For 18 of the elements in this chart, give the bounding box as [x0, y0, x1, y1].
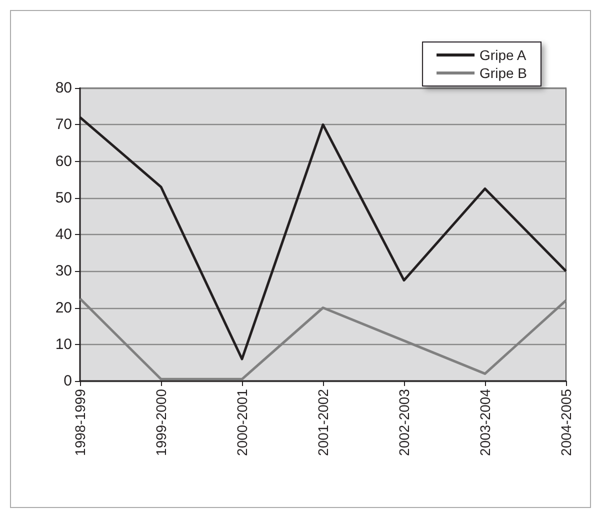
y-tick-label: 80 — [55, 80, 72, 96]
y-tick-label: 30 — [55, 262, 72, 280]
y-tick-label: 20 — [55, 299, 72, 316]
legend-label: Gripe A — [480, 47, 527, 63]
y-tick-label: 60 — [55, 152, 72, 170]
x-tick-label: 2001-2002 — [315, 388, 331, 456]
y-tick-label: 0 — [64, 372, 72, 390]
x-tick-label: 2004-2005 — [558, 388, 574, 456]
y-tick-label: 50 — [55, 189, 72, 206]
legend-label: Gripe B — [480, 65, 528, 81]
x-tick-label: 2003-2004 — [477, 388, 493, 456]
y-tick-label: 70 — [55, 116, 72, 134]
x-tick-label: 1998-1999 — [72, 388, 88, 456]
y-tick-label: 40 — [55, 226, 72, 243]
y-tick-label: 10 — [55, 336, 72, 353]
x-tick-label: 2000-2001 — [234, 388, 250, 456]
x-tick-label: 1999-2000 — [153, 388, 169, 456]
x-tick-label: 2002-2003 — [396, 388, 412, 456]
